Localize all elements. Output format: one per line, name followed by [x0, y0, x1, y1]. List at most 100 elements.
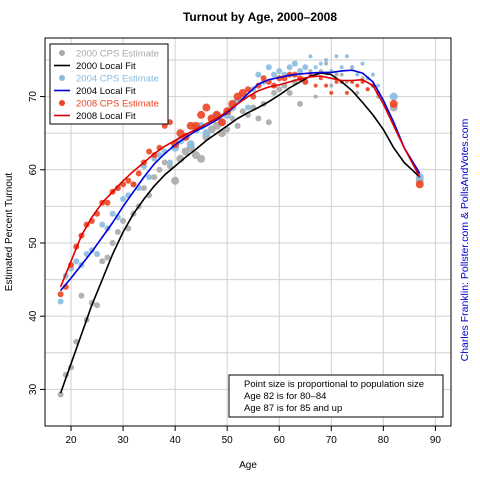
data-point — [318, 76, 323, 81]
data-point — [313, 94, 318, 99]
data-point — [313, 83, 318, 88]
data-point — [202, 103, 211, 112]
data-point — [324, 61, 329, 66]
data-point — [297, 100, 304, 107]
x-axis-label: Age — [239, 460, 257, 471]
note-line: Age 82 is for 80–84 — [244, 391, 326, 402]
data-point — [197, 154, 206, 163]
x-axis: 20 30 40 50 60 70 80 90 — [65, 426, 441, 446]
legend-label: 2004 CPS Estimate — [76, 74, 159, 85]
data-point — [120, 196, 127, 203]
y-tick-label: 40 — [28, 310, 39, 322]
data-point — [415, 180, 424, 189]
data-point — [146, 148, 153, 155]
data-point — [161, 159, 168, 166]
data-point — [78, 292, 85, 299]
data-point — [73, 258, 80, 265]
y-tick-label: 60 — [28, 164, 39, 176]
data-point — [255, 71, 262, 78]
data-point — [151, 152, 158, 159]
legend-marker — [59, 75, 65, 81]
data-point — [229, 115, 236, 122]
y-tick-label: 50 — [28, 237, 39, 249]
legend-label: 2000 CPS Estimate — [76, 49, 159, 60]
data-point — [302, 64, 309, 71]
fit-line — [59, 72, 421, 394]
data-point — [94, 250, 101, 257]
data-point — [186, 140, 195, 149]
data-point — [271, 89, 278, 96]
data-point — [166, 159, 173, 166]
data-point — [271, 71, 278, 78]
data-point — [360, 61, 365, 66]
note-line: Point size is proportional to population… — [244, 379, 424, 390]
x-tick-label: 70 — [326, 435, 338, 446]
data-point — [217, 118, 226, 127]
data-point — [276, 86, 283, 93]
x-tick-label: 40 — [170, 435, 182, 446]
data-point — [104, 254, 111, 261]
data-point — [334, 54, 339, 59]
data-point — [130, 181, 137, 188]
legend-marker — [59, 50, 65, 56]
data-point — [255, 115, 262, 122]
fit-lines — [59, 69, 421, 394]
data-point — [339, 72, 344, 77]
data-point — [376, 83, 381, 88]
data-point — [120, 218, 127, 225]
data-point — [370, 72, 375, 77]
data-point — [350, 65, 355, 70]
x-tick-label: 60 — [274, 435, 286, 446]
data-point — [265, 119, 272, 126]
data-point — [313, 65, 318, 70]
data-point — [324, 57, 329, 62]
y-axis: 30 40 50 60 70 — [28, 91, 45, 395]
data-point — [276, 67, 283, 74]
fit-line — [59, 75, 421, 288]
data-point — [224, 126, 231, 133]
data-point — [329, 83, 334, 88]
data-point — [318, 61, 323, 66]
data-point — [286, 64, 293, 71]
data-point — [156, 166, 163, 173]
data-point — [57, 391, 64, 398]
data-point — [265, 64, 272, 71]
data-point — [239, 108, 246, 115]
y-axis-label: Estimated Percent Turnout — [4, 173, 15, 292]
note-box: Point size is proportional to population… — [228, 374, 444, 418]
x-tick-label: 30 — [118, 435, 130, 446]
data-point — [389, 92, 398, 101]
data-point — [308, 68, 313, 73]
data-point — [238, 88, 247, 97]
data-point — [355, 83, 360, 88]
legend-label: 2008 Local Fit — [76, 111, 136, 122]
data-point — [297, 67, 304, 74]
data-point — [104, 199, 111, 206]
data-point — [329, 90, 334, 95]
x-tick-label: 20 — [65, 435, 77, 446]
data-point — [389, 99, 398, 108]
note-line: Age 87 is for 85 and up — [244, 403, 342, 414]
data-point — [125, 177, 132, 184]
data-point — [334, 79, 339, 84]
data-point — [286, 89, 293, 96]
legend-label: 2008 CPS Estimate — [76, 99, 159, 110]
note-frame — [228, 374, 444, 418]
data-point — [114, 229, 121, 235]
data-point — [344, 90, 349, 95]
data-point — [114, 185, 121, 192]
data-point — [109, 210, 116, 217]
data-point — [291, 60, 298, 67]
data-point — [151, 174, 158, 181]
data-point — [99, 258, 106, 265]
legend-box — [49, 43, 169, 125]
legend-marker — [59, 100, 65, 106]
data-point — [324, 83, 329, 88]
data-point — [197, 110, 206, 119]
data-point — [344, 54, 349, 59]
data-point — [260, 75, 267, 82]
x-tick-label: 90 — [430, 435, 442, 446]
data-point — [365, 87, 370, 92]
x-tick-label: 80 — [378, 435, 390, 446]
